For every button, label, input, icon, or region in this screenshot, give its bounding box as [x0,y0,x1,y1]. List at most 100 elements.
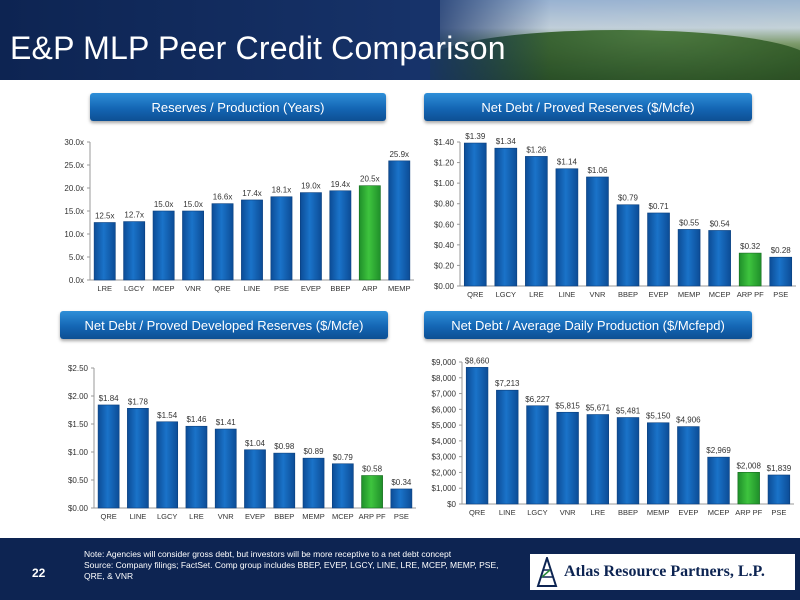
y-tick-label: $5,000 [432,421,457,430]
y-tick-label: 30.0x [64,138,84,147]
data-label: $1,839 [767,464,792,473]
data-label: 12.7x [124,211,144,220]
data-label: $1.06 [587,166,608,175]
bar-mcep [331,463,354,509]
x-tick-label: MEMP [302,512,325,521]
data-label: 18.1x [272,186,292,195]
x-tick-label: BBEP [618,508,638,517]
x-tick-label: BBEP [274,512,294,521]
bar-arp-pf [737,472,760,505]
bar-lgcy [526,405,549,505]
bar-evep [677,426,700,505]
x-tick-label: LRE [529,290,544,299]
bar-qre [463,142,487,287]
chart-title-net-debt-daily-production: Net Debt / Average Daily Production ($/M… [424,311,752,339]
y-tick-label: 15.0x [64,207,84,216]
x-tick-label: PSE [274,284,289,293]
y-tick-label: 5.0x [69,253,84,262]
y-tick-label: $8,000 [432,374,457,383]
bar-line [127,408,149,509]
y-tick-label: $1.20 [434,159,455,168]
data-label: $1.78 [128,397,149,406]
y-tick-label: 0.0x [69,276,84,285]
page-number: 22 [32,566,46,580]
bar-arp [358,185,381,281]
data-label: $1.26 [526,145,547,154]
header-fade [410,0,550,80]
x-tick-label: VNR [185,284,201,293]
bar-lre [93,222,116,281]
bar-vnr [586,176,609,287]
x-tick-label: MEMP [388,284,411,293]
x-tick-label: LGCY [527,508,547,517]
y-tick-label: $0.60 [434,220,455,229]
bar-pse [270,196,293,281]
data-label: $0.32 [740,242,761,251]
x-tick-label: QRE [469,508,485,517]
data-label: $4,906 [676,416,701,425]
x-tick-label: MCEP [708,508,730,517]
y-tick-label: 25.0x [64,161,84,170]
bar-arp-pf [361,475,383,509]
y-tick-label: $2,000 [432,468,457,477]
chart-svg: $0.00 $0.50 $1.00 $1.50 $2.00 $2.50 $1.84 QRE $1… [68,364,416,521]
derrick-logo-icon [536,557,558,587]
bar-pse [769,256,793,287]
bar-vnr [214,428,237,509]
data-label: $2,969 [706,446,731,455]
company-logo: Atlas Resource Partners, L.P. [530,554,795,590]
bar-vnr [556,411,579,505]
chart-reserves-production: 0.0x 5.0x 10.0x 15.0x 20.0x 25.0x 30.0x 12.5x LR… [50,130,414,294]
bar-line [241,199,263,281]
bar-qre [465,367,489,505]
x-tick-label: LINE [559,290,576,299]
data-label: 15.0x [154,200,174,209]
x-tick-label: BBEP [618,290,638,299]
x-tick-label: PSE [394,512,409,521]
data-label: 20.5x [360,175,380,184]
y-tick-label: $0.00 [434,282,455,291]
x-tick-label: LINE [244,284,261,293]
data-label: 17.4x [242,189,262,198]
x-tick-label: VNR [590,290,606,299]
x-tick-label: MCEP [332,512,354,521]
x-tick-label: LRE [189,512,204,521]
chart-title-net-debt-proved-reserves: Net Debt / Proved Reserves ($/Mcfe) [424,93,752,121]
data-label: $1.41 [216,418,237,427]
data-label: $5,150 [646,412,671,421]
x-tick-label: MCEP [709,290,731,299]
x-tick-label: MEMP [647,508,670,517]
bar-qre [97,404,120,509]
bar-lgcy [156,421,179,509]
x-tick-label: ARP PF [735,508,762,517]
x-tick-label: PSE [773,290,788,299]
data-label: $0.79 [333,453,354,462]
data-label: $0.54 [710,219,731,228]
y-tick-label: $0.20 [434,261,455,270]
bar-mcep [152,210,175,281]
data-label: $0.89 [304,447,325,456]
chart-svg: $0.00 $0.20 $0.40 $0.60 $0.80 $1.00 $1.20 $1.40… [434,132,796,299]
x-tick-label: LGCY [496,290,516,299]
bar-line [496,389,519,505]
data-label: $0.58 [362,465,383,474]
footnote-source: Source: Company filings; FactSet. Comp g… [84,560,499,581]
y-tick-label: $0 [447,500,456,509]
data-label: 16.6x [213,193,233,202]
data-label: $1.54 [157,411,178,420]
bar-lre [525,156,548,287]
y-tick-label: $0.00 [68,504,89,513]
data-label: $2,008 [736,461,761,470]
data-label: 25.9x [389,150,409,159]
data-label: $7,213 [495,379,520,388]
logo-text: Atlas Resource Partners, L.P. [564,563,765,580]
chart-title-reserves-production: Reserves / Production (Years) [90,93,386,121]
x-tick-label: EVEP [678,508,698,517]
data-label: 15.0x [183,200,203,209]
x-tick-label: ARP [362,284,377,293]
x-tick-label: EVEP [245,512,265,521]
bar-lgcy [123,221,146,281]
y-tick-label: 10.0x [64,230,84,239]
chart-svg: 0.0x 5.0x 10.0x 15.0x 20.0x 25.0x 30.0x 12.5x LR… [64,138,414,293]
